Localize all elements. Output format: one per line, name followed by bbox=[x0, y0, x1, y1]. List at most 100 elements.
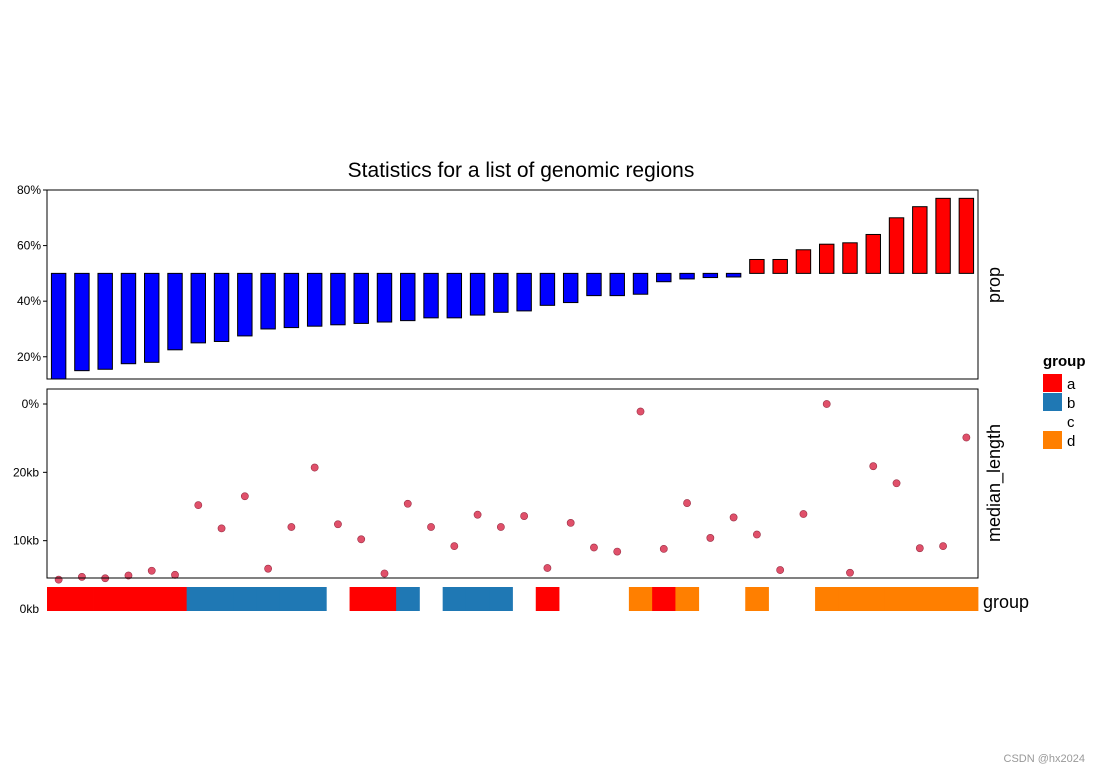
median-length-point bbox=[915, 544, 924, 553]
median-length-point bbox=[473, 510, 482, 519]
prop-bar bbox=[679, 272, 695, 280]
group-cell-a bbox=[116, 587, 141, 611]
median-length-point bbox=[310, 463, 319, 472]
legend-swatch-a bbox=[1043, 374, 1062, 392]
median-length-point bbox=[799, 510, 808, 518]
median-length-point bbox=[194, 501, 203, 510]
median-length-point bbox=[659, 544, 668, 553]
prop-y-ticks: 80% 60% 40% 20% bbox=[17, 183, 47, 364]
median-length-point bbox=[450, 542, 459, 551]
median-length-point bbox=[869, 462, 878, 471]
median-length-point bbox=[427, 523, 435, 531]
median-length-point bbox=[334, 520, 342, 529]
prop-bar bbox=[237, 272, 253, 337]
prop-bar bbox=[632, 272, 649, 295]
median-length-point bbox=[683, 499, 691, 507]
prop-bar bbox=[400, 272, 416, 322]
prop-bar bbox=[586, 272, 602, 297]
median-length-point bbox=[962, 433, 971, 442]
group-track-label: group bbox=[983, 592, 1029, 612]
prop-bar bbox=[912, 206, 928, 274]
prop-bar bbox=[493, 272, 509, 313]
group-cell-d bbox=[675, 587, 700, 611]
median-length-point bbox=[543, 564, 552, 572]
prop-bar bbox=[260, 272, 276, 330]
prop-bar bbox=[50, 272, 67, 380]
group-cell-d bbox=[815, 587, 839, 611]
legend: group a b c d bbox=[1043, 353, 1086, 450]
group-cell-a bbox=[349, 587, 374, 611]
prop-bar bbox=[935, 197, 951, 274]
group-cell-d bbox=[745, 587, 769, 611]
prop-bar bbox=[819, 243, 835, 274]
median-length-point bbox=[287, 523, 296, 531]
median-length-point bbox=[217, 524, 226, 533]
prop-bar bbox=[283, 272, 300, 329]
median-length-point bbox=[264, 564, 273, 573]
group-cell-d bbox=[884, 587, 909, 611]
median-length-point bbox=[380, 569, 389, 578]
prop-bar bbox=[446, 272, 463, 319]
median-length-point bbox=[706, 534, 715, 542]
prop-bar bbox=[97, 272, 113, 370]
median-length-y-ticks: 0% 20kb 10kb 0kb bbox=[13, 397, 47, 616]
group-cell-a bbox=[372, 587, 397, 611]
legend-label-a: a bbox=[1067, 376, 1076, 393]
prop-bar bbox=[562, 272, 579, 304]
prop-panel bbox=[50, 197, 975, 380]
median-length-tick-label: 0% bbox=[22, 397, 40, 411]
prop-bar bbox=[376, 272, 393, 323]
prop-tick-label: 20% bbox=[17, 350, 41, 364]
prop-bar bbox=[725, 272, 742, 278]
prop-tick-label: 80% bbox=[17, 183, 41, 197]
prop-bar bbox=[306, 272, 323, 327]
prop-bar bbox=[167, 272, 183, 351]
prop-bar bbox=[353, 272, 369, 324]
prop-tick-label: 40% bbox=[17, 294, 41, 308]
group-cell-b bbox=[209, 587, 234, 611]
median-length-point bbox=[147, 566, 156, 575]
prop-bar bbox=[330, 272, 346, 326]
median-length-point bbox=[892, 479, 901, 488]
median-length-point bbox=[171, 570, 179, 579]
median-length-point bbox=[776, 566, 785, 574]
legend-swatch-b bbox=[1043, 393, 1062, 411]
prop-bar bbox=[423, 272, 439, 319]
median-length-point bbox=[520, 512, 529, 520]
median-length-point bbox=[403, 499, 412, 508]
median-length-point bbox=[590, 543, 598, 552]
median-length-point bbox=[124, 571, 133, 580]
median-length-point bbox=[566, 519, 575, 527]
prop-bar bbox=[749, 258, 765, 274]
group-cell-a bbox=[652, 587, 676, 611]
group-cell-d bbox=[931, 587, 956, 611]
group-cell-a bbox=[140, 587, 164, 611]
median-length-tick-label: 10kb bbox=[13, 534, 39, 548]
prop-tick-label: 60% bbox=[17, 239, 41, 253]
group-cell-d bbox=[954, 587, 979, 611]
median-length-point bbox=[357, 535, 366, 544]
median-length-point bbox=[729, 513, 738, 522]
prop-bar bbox=[539, 272, 556, 306]
group-cell-b bbox=[489, 587, 513, 611]
median-length-point bbox=[54, 575, 63, 584]
legend-label-b: b bbox=[1067, 395, 1075, 412]
median-length-tick-label: 20kb bbox=[13, 465, 39, 479]
watermark: CSDN @hx2024 bbox=[1004, 753, 1085, 765]
prop-bar bbox=[772, 258, 788, 274]
legend-title: group bbox=[1043, 353, 1086, 370]
prop-bar bbox=[144, 272, 160, 363]
chart-title: Statistics for a list of genomic regions bbox=[348, 159, 695, 182]
median-length-point bbox=[939, 542, 947, 551]
group-cell-b bbox=[186, 587, 211, 611]
median-length-point bbox=[636, 407, 645, 416]
prop-bar bbox=[702, 272, 719, 279]
group-cell-d bbox=[861, 587, 886, 611]
median-length-point bbox=[846, 568, 854, 577]
prop-axis-label: prop bbox=[984, 267, 1004, 303]
median-length-panel bbox=[54, 400, 971, 584]
prop-bar bbox=[865, 233, 881, 274]
legend-label-d: d bbox=[1067, 433, 1075, 450]
median-length-panel-border bbox=[46, 388, 979, 579]
